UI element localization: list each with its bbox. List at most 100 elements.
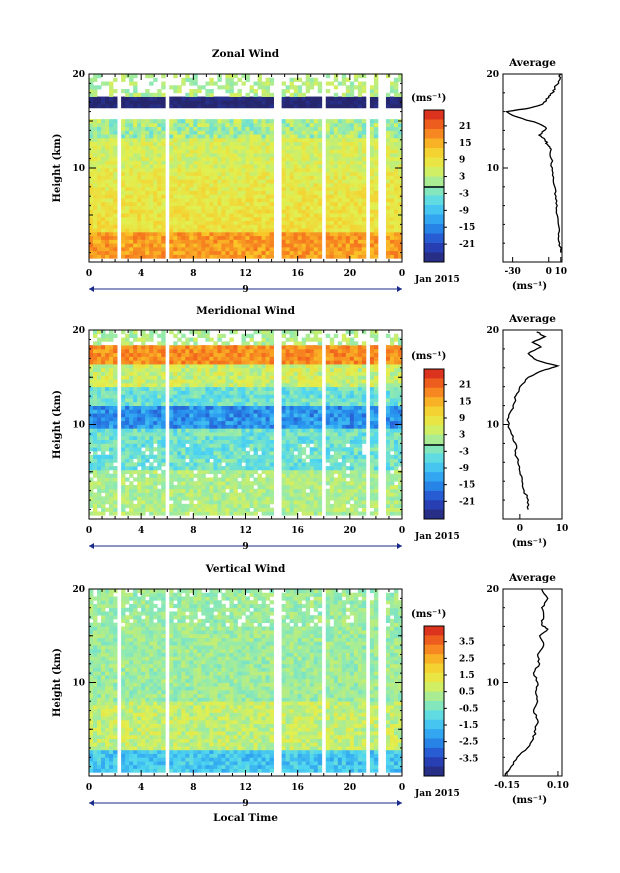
heatmap-cell <box>301 231 307 237</box>
heatmap-cell <box>193 126 198 131</box>
heatmap-cell <box>157 183 162 188</box>
heatmap-cell <box>129 484 134 490</box>
heatmap-cell <box>133 216 138 222</box>
heatmap-cell <box>161 394 166 399</box>
heatmap-cell <box>293 122 299 128</box>
heatmap-cell <box>281 239 287 244</box>
heatmap-cell <box>233 496 238 501</box>
heatmap-cell <box>109 92 114 97</box>
heatmap-cell <box>241 81 246 86</box>
heatmap-cell <box>313 141 319 146</box>
heatmap-cell <box>297 137 303 143</box>
heatmap-cell <box>89 89 94 94</box>
heatmap-cell <box>249 130 254 135</box>
heatmap-cell <box>197 496 202 501</box>
heatmap-cell <box>193 250 198 255</box>
heatmap-cell <box>285 130 291 135</box>
heatmap-cell <box>221 492 226 497</box>
heatmap-cell <box>333 156 339 161</box>
heatmap-cell <box>129 137 134 143</box>
heatmap-cell <box>225 500 230 505</box>
heatmap-cell <box>397 198 403 203</box>
heatmap-cell <box>369 104 375 109</box>
heatmap-cell <box>385 186 391 191</box>
heatmap-cell <box>193 435 198 441</box>
heatmap-cell <box>97 439 102 444</box>
heatmap-cell <box>125 126 130 131</box>
heatmap-cell <box>177 179 182 184</box>
heatmap-cell <box>109 386 114 391</box>
heatmap-cell <box>161 160 166 165</box>
heatmap-cell <box>269 183 274 188</box>
heatmap-cell <box>157 356 162 361</box>
heatmap-cell <box>141 352 146 357</box>
heatmap-cell <box>161 409 166 414</box>
heatmap-cell <box>173 469 178 475</box>
heatmap-cell <box>97 454 102 459</box>
heatmap-cell <box>89 466 94 471</box>
heatmap-cell <box>181 152 186 158</box>
heatmap-cell <box>301 96 307 101</box>
heatmap-cell <box>197 205 202 210</box>
heatmap-cell <box>145 250 150 255</box>
heatmap-cell <box>261 92 266 97</box>
heatmap-cell <box>181 149 186 154</box>
heatmap-cell <box>297 220 303 225</box>
heatmap-cell <box>121 450 126 456</box>
heatmap-cell <box>325 160 331 165</box>
heatmap-cell <box>93 428 98 433</box>
heatmap-cell <box>157 250 162 255</box>
heatmap-cell <box>245 416 250 422</box>
heatmap-cell <box>281 250 287 255</box>
heatmap-cell <box>241 386 246 391</box>
heatmap-cell <box>225 484 230 490</box>
heatmap-cell <box>237 432 242 437</box>
heatmap-cell <box>189 198 194 203</box>
heatmap-cell <box>241 126 246 131</box>
heatmap-cell <box>309 198 315 203</box>
heatmap-cell <box>121 409 126 414</box>
heatmap-cell <box>181 435 186 441</box>
heatmap-cell <box>305 175 311 180</box>
heatmap-cell <box>297 209 303 214</box>
heatmap-cell <box>137 348 142 354</box>
heatmap-cell <box>201 382 206 388</box>
heatmap-cell <box>93 209 98 214</box>
heatmap-cell <box>241 243 246 248</box>
heatmap-cell <box>373 216 379 222</box>
heatmap-cell <box>193 130 198 135</box>
heatmap-cell <box>141 183 146 188</box>
heatmap-cell <box>109 243 114 248</box>
heatmap-cell <box>197 156 202 161</box>
heatmap-cell <box>109 473 114 478</box>
heatmap-cell <box>209 477 214 482</box>
heatmap-cell <box>125 458 130 463</box>
heatmap-cell <box>393 168 399 173</box>
heatmap-cell <box>233 413 238 418</box>
heatmap-cell <box>233 375 238 380</box>
heatmap-cell <box>345 190 351 195</box>
heatmap-cell <box>145 122 150 128</box>
heatmap-cell <box>265 198 270 203</box>
heatmap-cell <box>197 511 202 516</box>
heatmap-cell <box>133 371 138 376</box>
heatmap-cell <box>233 424 238 429</box>
heatmap-cell <box>97 205 102 210</box>
heatmap-cell <box>241 469 246 475</box>
heatmap-cell <box>225 450 230 456</box>
heatmap-cell <box>121 104 126 109</box>
heatmap-cell <box>389 122 395 128</box>
heatmap-cell <box>201 507 206 512</box>
date-label: Jan 2015 <box>414 275 460 285</box>
heatmap-cell <box>241 171 246 176</box>
heatmap-cell <box>225 231 230 237</box>
heatmap-cell <box>177 488 182 493</box>
heatmap-cell <box>121 481 126 486</box>
heatmap-cell <box>181 443 186 448</box>
heatmap-cell <box>233 371 238 376</box>
heatmap-cell <box>113 447 118 452</box>
heatmap-cell <box>201 198 206 203</box>
heatmap-cell <box>125 511 130 516</box>
heatmap-cell <box>249 104 254 109</box>
heatmap-cell <box>197 443 202 448</box>
